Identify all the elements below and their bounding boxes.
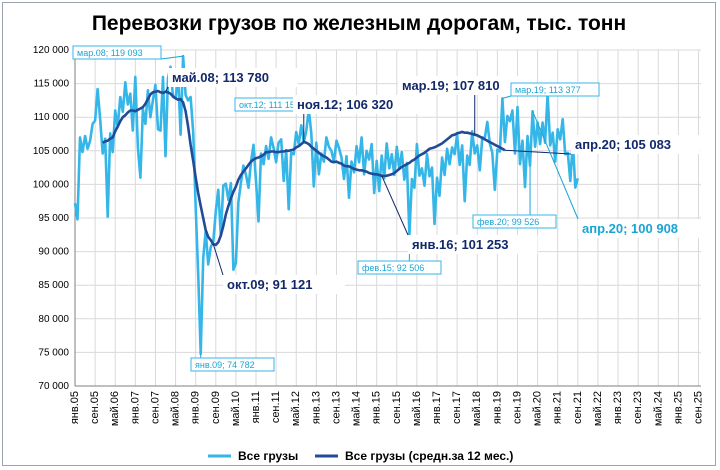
x-tick-label: сен.21: [572, 391, 584, 424]
x-tick-label: май.10: [230, 391, 242, 426]
annotation-leader: [160, 55, 184, 60]
y-tick-label: 110 000: [34, 112, 70, 123]
y-tick-label: 80 000: [38, 314, 69, 325]
x-tick-label: май.24: [652, 391, 664, 426]
x-tick-label: янв.15: [371, 391, 383, 424]
x-tick-label: сен.05: [89, 391, 101, 424]
annotation-label: янв.09; 74 782: [195, 360, 255, 370]
x-tick-label: янв.19: [491, 391, 503, 424]
y-tick-label: 120 000: [33, 45, 70, 56]
x-tick-label: сен.17: [451, 391, 463, 424]
legend: Все грузы Все грузы (средн.за 12 мес.): [208, 449, 513, 463]
annotation-label: мар.19; 107 810: [402, 78, 500, 93]
x-tick-label: янв.13: [310, 391, 322, 424]
x-tick-label: май.08: [170, 391, 182, 426]
annotation-backdrop: [168, 68, 298, 87]
x-tick-label: янв.07: [129, 391, 141, 424]
x-tick-label: май.22: [592, 391, 604, 426]
annotation-label: окт.09; 91 121: [227, 277, 312, 292]
gridlines: [74, 49, 701, 387]
x-tick-label: май.14: [351, 391, 363, 426]
y-tick-label: 115 000: [34, 79, 70, 90]
annotations: мар.08; 119 093 май.08; 113 780 янв.09; 74…: [72, 45, 708, 372]
annotation-label: мар.19; 113 377: [515, 85, 581, 95]
y-axis-ticks: 70 000 75 000 80 000 85 000 90 000 95 000 100 …: [33, 45, 70, 392]
annotation-backdrop: [571, 135, 701, 154]
annotation-box: [472, 214, 557, 229]
x-tick-label: янв.11: [250, 391, 262, 423]
annotation-backdrop: [408, 235, 538, 254]
annotation-backdrop: [293, 95, 423, 114]
annotation-label: окт.12; 111 151: [239, 100, 300, 110]
y-tick-label: 70 000: [38, 381, 69, 392]
x-tick-label: май.06: [109, 391, 121, 426]
legend-label-moving-average: Все грузы (средн.за 12 мес.): [345, 449, 513, 463]
legend-label-all-cargo: Все грузы: [238, 449, 298, 463]
annotation-label: мар.08; 119 093: [77, 48, 143, 58]
x-tick-label: янв.05: [69, 391, 81, 424]
y-tick-label: 85 000: [38, 280, 69, 291]
x-tick-label: май.16: [411, 391, 423, 426]
annotation-label: янв.16; 101 253: [412, 237, 508, 252]
x-tick-label: сен.15: [391, 391, 403, 424]
y-tick-label: 105 000: [33, 146, 70, 157]
series-line-all-cargo: [73, 54, 580, 356]
annotation-box: [357, 260, 442, 275]
annotation-leader: [381, 175, 409, 236]
x-tick-label: май.12: [290, 391, 302, 426]
annotation-leader: [502, 95, 512, 99]
y-tick-label: 90 000: [38, 247, 69, 258]
annotation-backdrop: [398, 76, 528, 95]
x-tick-label: сен.09: [210, 391, 222, 424]
annotation-label: фев.15; 92 506: [362, 263, 424, 273]
annotation-box: [190, 357, 275, 372]
x-tick-label: сен.19: [511, 391, 523, 424]
x-tick-label: янв.25: [672, 391, 684, 424]
annotation-backdrop: [223, 275, 345, 294]
line-chart: 70 000 75 000 80 000 85 000 90 000 95 000 100 …: [33, 12, 708, 463]
y-tick-label: 100 000: [33, 179, 70, 190]
x-tick-label: сен.11: [270, 391, 282, 423]
annotation-label: май.08; 113 780: [172, 70, 269, 85]
x-tick-label: янв.09: [190, 391, 202, 424]
x-tick-label: сен.13: [330, 391, 342, 424]
x-tick-label: сен.23: [632, 391, 644, 424]
x-tick-label: май.20: [532, 391, 544, 426]
x-tick-label: май.18: [471, 391, 483, 426]
annotation-label: апр.20; 105 083: [575, 137, 671, 152]
annotation-box: [510, 82, 600, 97]
annotation-label: ноя.12; 106 320: [297, 97, 393, 112]
x-tick-label: янв.17: [431, 391, 443, 424]
x-tick-label: янв.21: [552, 391, 564, 424]
annotation-leader: [165, 86, 169, 93]
annotation-leader: [212, 243, 224, 276]
y-tick-label: 75 000: [38, 347, 69, 358]
chart-title: Перевозки грузов по железным дорогам, ты…: [92, 12, 626, 35]
y-tick-label: 95 000: [38, 213, 69, 224]
annotation-backdrop: [578, 219, 708, 238]
annotation-label: апр.20; 100 908: [582, 221, 678, 236]
x-tick-label: янв.23: [612, 391, 624, 424]
x-tick-label: сен.25: [692, 391, 704, 424]
x-tick-label: сен.07: [149, 391, 161, 424]
chart-frame: 70 000 75 000 80 000 85 000 90 000 95 000 100 …: [2, 2, 716, 466]
annotation-leader: [504, 149, 572, 155]
annotation-leader: [532, 110, 579, 220]
x-axis-ticks: янв.05 сен.05 май.06 янв.07 сен.07 май.08 янв.…: [69, 391, 704, 426]
annotation-label: фев.20; 99 526: [477, 217, 539, 227]
annotation-box: [72, 45, 162, 60]
